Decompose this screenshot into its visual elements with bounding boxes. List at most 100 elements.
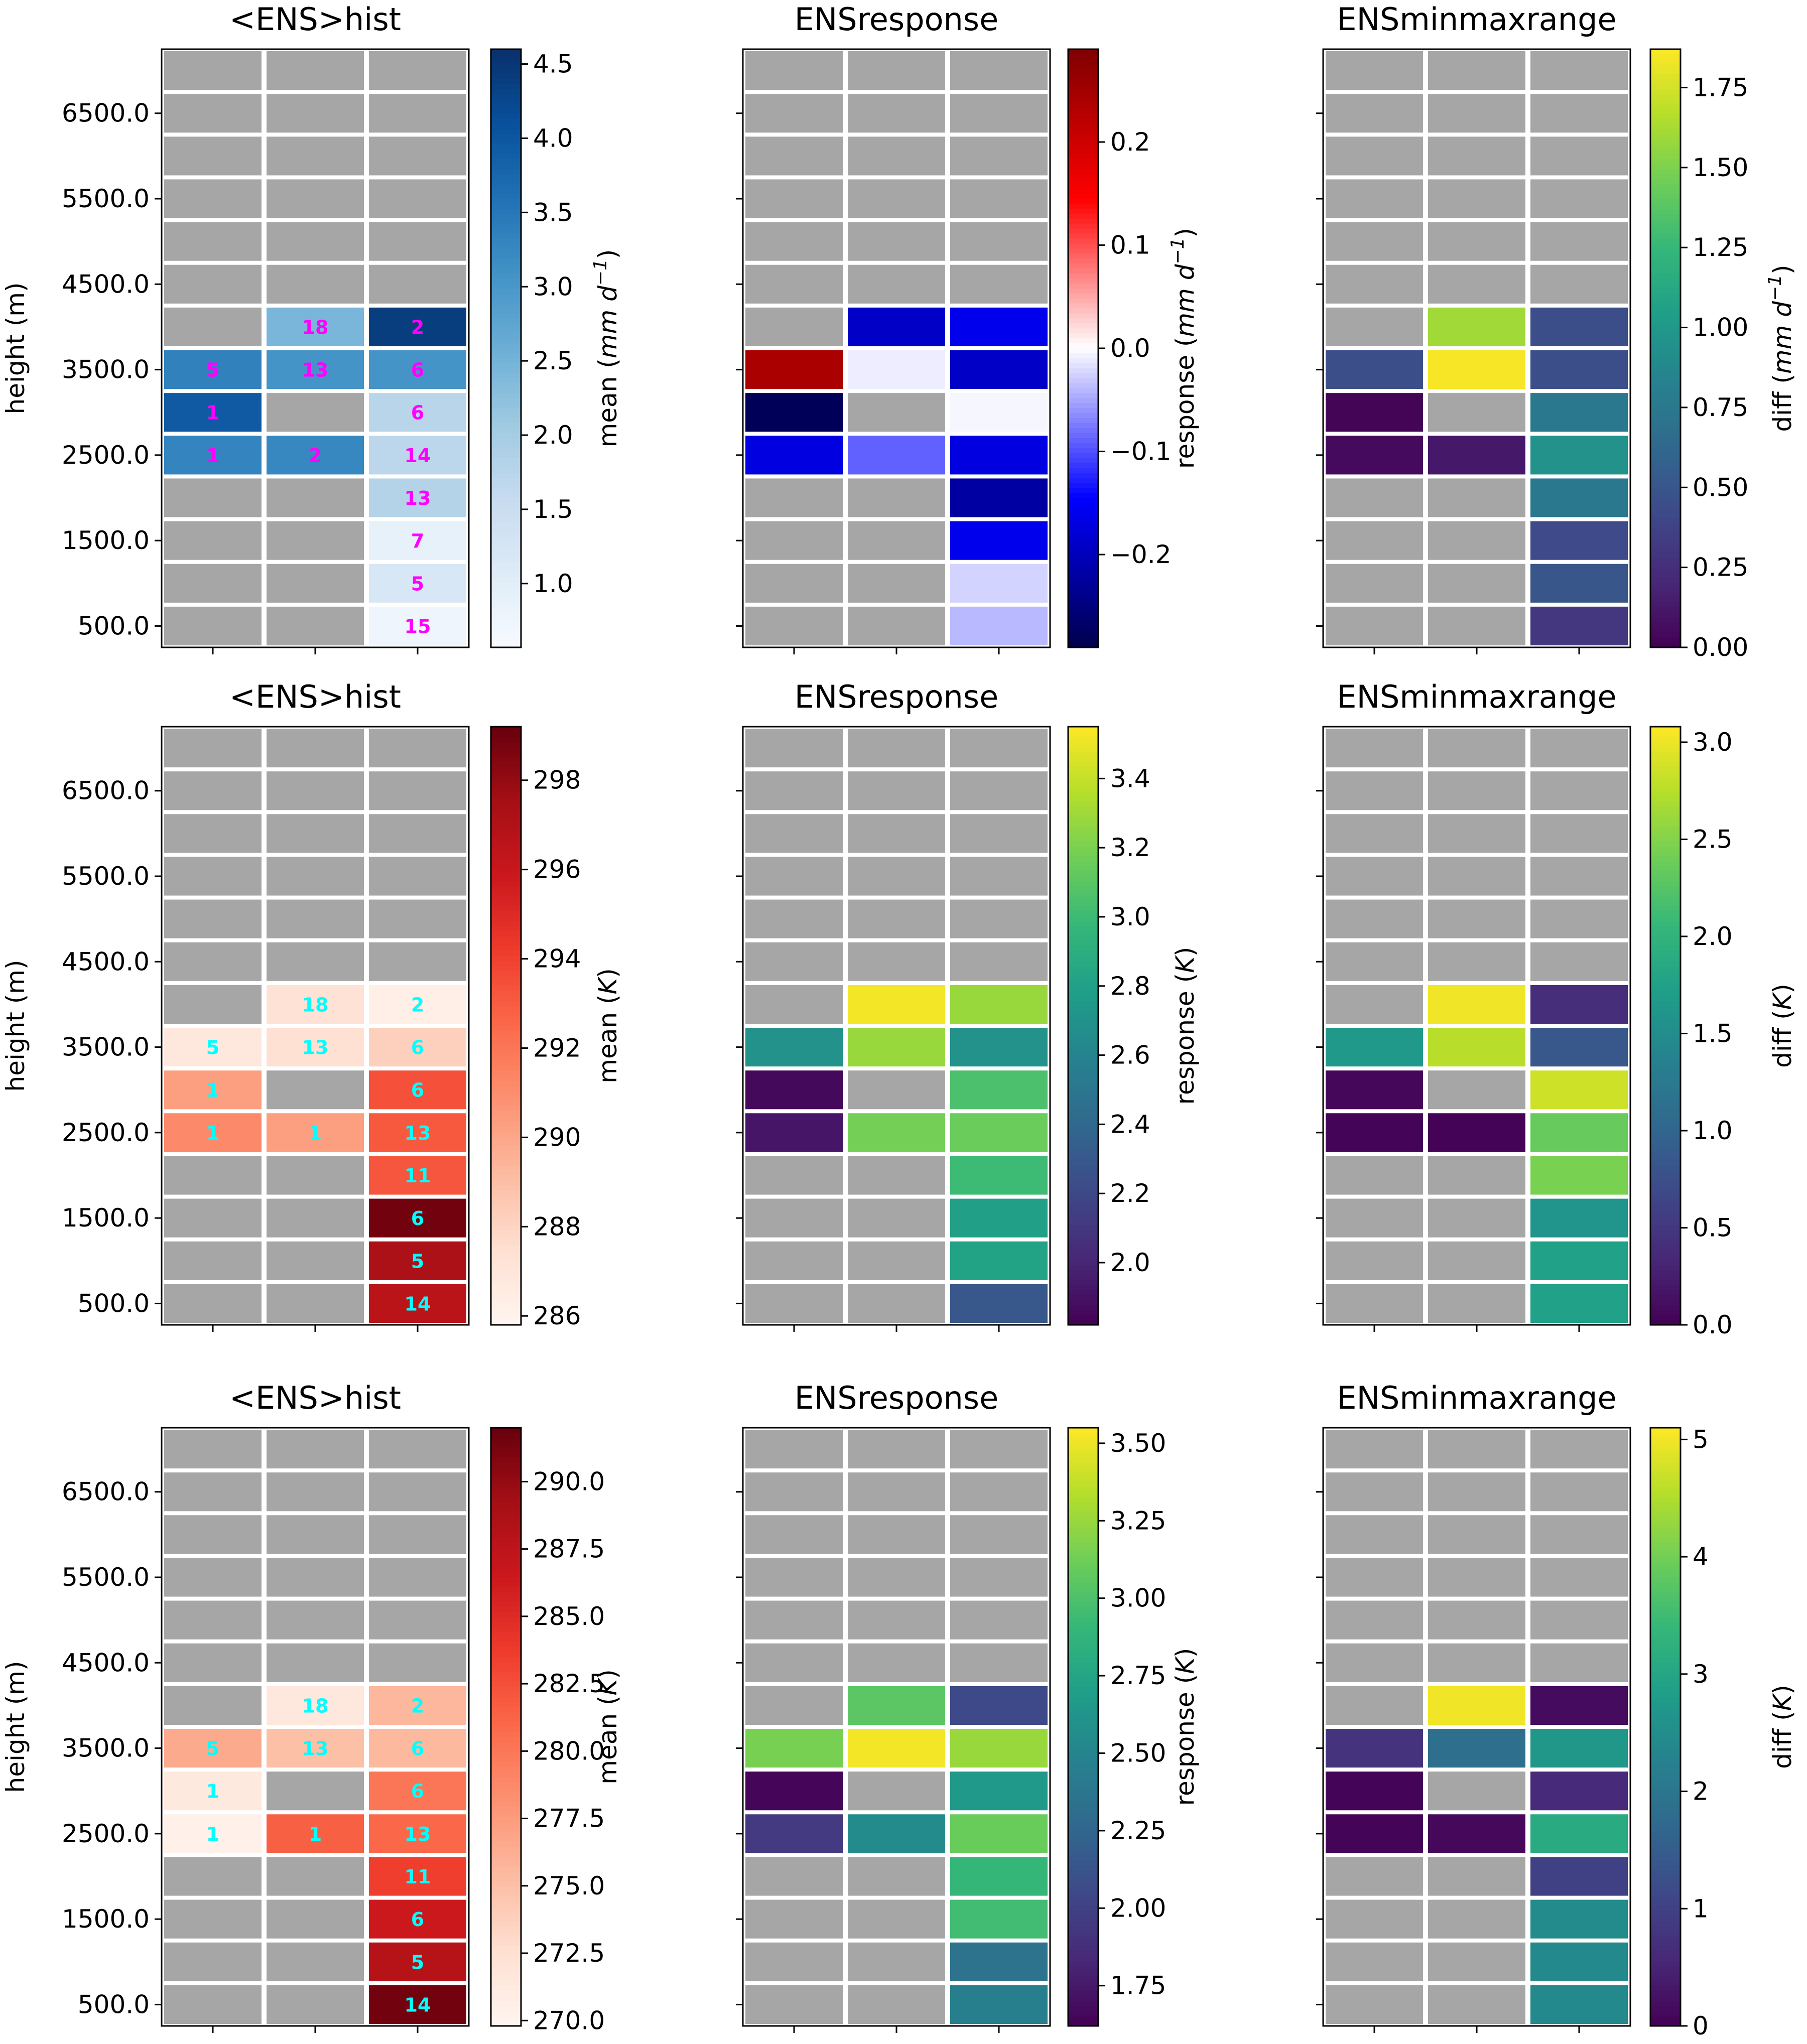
colorbar-strip bbox=[491, 74, 521, 80]
empty-cell bbox=[1428, 814, 1525, 853]
colorbar-strip bbox=[491, 537, 521, 543]
colorbar-strip bbox=[491, 124, 521, 130]
colorbar-strip bbox=[491, 323, 521, 329]
colorbar-strip bbox=[1650, 548, 1681, 554]
colorbar-strip bbox=[1068, 558, 1098, 564]
colorbar-strip bbox=[1650, 612, 1681, 618]
colorbar-strip bbox=[491, 1876, 521, 1882]
colorbar-strip bbox=[491, 1772, 521, 1778]
empty-cell bbox=[745, 1284, 843, 1323]
colorbar-strip bbox=[1650, 363, 1681, 369]
colorbar-strip bbox=[1650, 483, 1681, 489]
empty-cell bbox=[848, 1430, 945, 1469]
colorbar-strip bbox=[1650, 418, 1681, 424]
data-cell bbox=[745, 436, 843, 475]
data-cell bbox=[848, 436, 945, 475]
colorbar-tick-label: 1.00 bbox=[1693, 313, 1748, 342]
colorbar-strip bbox=[1650, 169, 1681, 175]
colorbar-strip bbox=[1068, 1315, 1098, 1321]
colorbar-strip bbox=[491, 1285, 521, 1291]
colorbar-strip bbox=[491, 1026, 521, 1032]
colorbar-strip bbox=[1068, 931, 1098, 937]
colorbar-strip bbox=[1650, 1115, 1681, 1121]
colorbar-strip bbox=[1650, 1956, 1681, 1962]
colorbar-strip bbox=[1650, 1687, 1681, 1693]
colorbar-strip bbox=[1068, 627, 1098, 633]
colorbar-strip bbox=[1650, 946, 1681, 952]
empty-cell bbox=[1530, 899, 1628, 938]
colorbar-strip bbox=[1068, 1731, 1098, 1738]
colorbar-strip bbox=[491, 1617, 521, 1623]
empty-cell bbox=[267, 606, 364, 645]
colorbar-strip bbox=[1068, 1692, 1098, 1698]
colorbar-strip bbox=[1650, 866, 1681, 872]
colorbar-strip bbox=[1650, 553, 1681, 559]
colorbar-strip bbox=[491, 1662, 521, 1668]
colorbar-strip bbox=[1068, 1707, 1098, 1713]
y-tick-label: 6500.0 bbox=[62, 1477, 150, 1507]
empty-cell bbox=[267, 1985, 364, 2024]
colorbar-tick-label: 0.25 bbox=[1693, 553, 1748, 582]
empty-cell bbox=[369, 1515, 466, 1554]
colorbar-strip bbox=[1068, 597, 1098, 603]
colorbar-strip bbox=[1650, 348, 1681, 354]
colorbar-strip bbox=[491, 243, 521, 249]
colorbar-strip bbox=[1650, 1215, 1681, 1221]
data-cell bbox=[1530, 1814, 1628, 1853]
colorbar-strip bbox=[491, 2021, 521, 2027]
colorbar-strip bbox=[1650, 1572, 1681, 1578]
empty-cell bbox=[267, 1515, 364, 1554]
colorbar-strip bbox=[1650, 1707, 1681, 1713]
colorbar-strip bbox=[1068, 821, 1098, 827]
colorbar-strip bbox=[1068, 607, 1098, 613]
colorbar-strip bbox=[491, 563, 521, 569]
colorbar-strip bbox=[491, 1627, 521, 1633]
colorbar-strip bbox=[1650, 1936, 1681, 1942]
colorbar-strip bbox=[1650, 1110, 1681, 1116]
colorbar-strip bbox=[1650, 1871, 1681, 1877]
colorbar-strip bbox=[1650, 558, 1681, 564]
colorbar-strip bbox=[491, 731, 521, 738]
colorbar-strip bbox=[1068, 1966, 1098, 1972]
empty-cell bbox=[1326, 814, 1423, 853]
colorbar-strip bbox=[491, 1572, 521, 1578]
colorbar-tick-label: 277.5 bbox=[533, 1804, 605, 1833]
colorbar-strip bbox=[1068, 1240, 1098, 1246]
colorbar-strip bbox=[491, 861, 521, 867]
data-cell bbox=[1530, 393, 1628, 432]
colorbar-strip bbox=[1650, 597, 1681, 603]
colorbar-strip bbox=[491, 1792, 521, 1798]
colorbar-strip bbox=[1068, 139, 1098, 145]
colorbar-strip bbox=[1068, 622, 1098, 628]
colorbar-strip bbox=[491, 1881, 521, 1887]
colorbar-strip bbox=[491, 831, 521, 837]
colorbar-strip bbox=[491, 1751, 521, 1757]
colorbar-strip bbox=[1650, 761, 1681, 767]
colorbar-strip bbox=[491, 901, 521, 907]
data-cell bbox=[267, 1686, 364, 1725]
count-label: 6 bbox=[411, 1079, 424, 1102]
colorbar-tick-label: 3.0 bbox=[533, 272, 573, 301]
colorbar-strip bbox=[1650, 1230, 1681, 1236]
colorbar-strip bbox=[1068, 144, 1098, 150]
data-cell bbox=[369, 478, 466, 517]
data-cell bbox=[848, 1028, 945, 1067]
colorbar-strip bbox=[491, 1235, 521, 1241]
colorbar-strip bbox=[491, 1492, 521, 1498]
empty-cell bbox=[745, 1558, 843, 1597]
colorbar-strip bbox=[1068, 806, 1098, 812]
colorbar-strip bbox=[1650, 587, 1681, 593]
empty-cell bbox=[369, 1430, 466, 1469]
colorbar-strip bbox=[1068, 1275, 1098, 1281]
colorbar-strip bbox=[1650, 448, 1681, 454]
data-cell bbox=[1428, 436, 1525, 475]
colorbar-strip bbox=[1650, 1712, 1681, 1718]
colorbar-strip bbox=[1068, 1657, 1098, 1663]
colorbar-strip bbox=[1650, 1452, 1681, 1458]
colorbar-strip bbox=[1068, 303, 1098, 309]
empty-cell bbox=[1326, 1899, 1423, 1939]
colorbar-strip bbox=[1068, 1627, 1098, 1633]
colorbar-strip bbox=[491, 493, 521, 499]
colorbar-strip bbox=[1068, 1487, 1098, 1493]
